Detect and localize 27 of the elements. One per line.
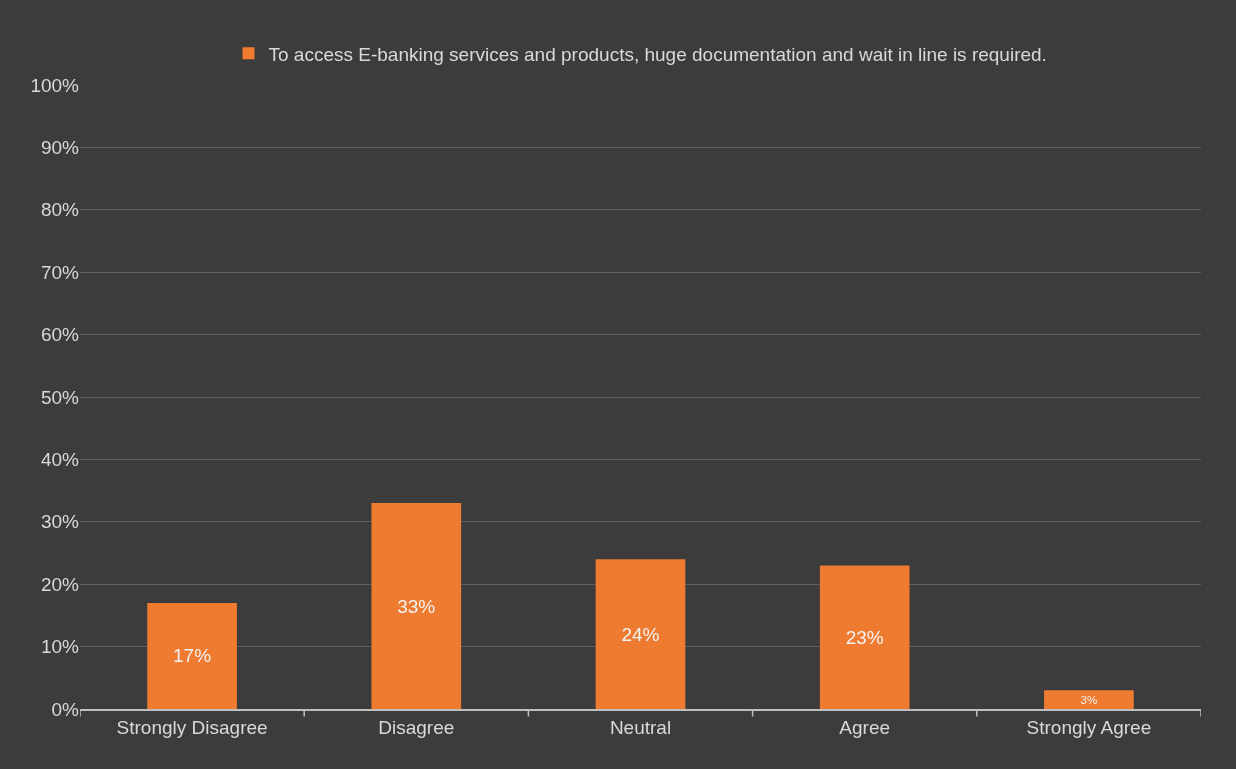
bar (147, 602, 237, 709)
legend-label: To access E-banking services and products, huge documentation and wait in line is required. (268, 43, 1047, 65)
data-label: 33% (397, 595, 436, 617)
bar (595, 559, 686, 709)
x-tick-label: Agree (839, 716, 891, 738)
y-tick-label: 80% (40, 199, 80, 221)
y-tick-label: 50% (40, 386, 80, 408)
y-tick-label: 10% (40, 636, 80, 658)
x-tick-label: Neutral (609, 716, 672, 738)
x-tick-label: Strongly Disagree (116, 716, 268, 738)
y-tick-label: 90% (40, 137, 80, 159)
x-tick-label: Strongly Agree (1026, 716, 1152, 738)
data-label: 24% (621, 623, 660, 645)
bar (371, 503, 462, 709)
bar (819, 565, 910, 709)
y-tick-label: 100% (30, 74, 80, 96)
data-label: 17% (173, 645, 212, 667)
y-tick-label: 60% (40, 324, 80, 346)
data-label: 23% (845, 626, 884, 648)
y-tick-label: 20% (40, 573, 80, 595)
x-tick-label: Disagree (378, 716, 455, 738)
y-tick-label: 70% (40, 261, 80, 283)
y-tick-label: 30% (40, 511, 80, 533)
bar (1044, 690, 1134, 709)
data-label: 3% (1080, 693, 1098, 706)
y-tick-label: 40% (40, 449, 80, 471)
y-tick-label: 0% (51, 698, 80, 720)
